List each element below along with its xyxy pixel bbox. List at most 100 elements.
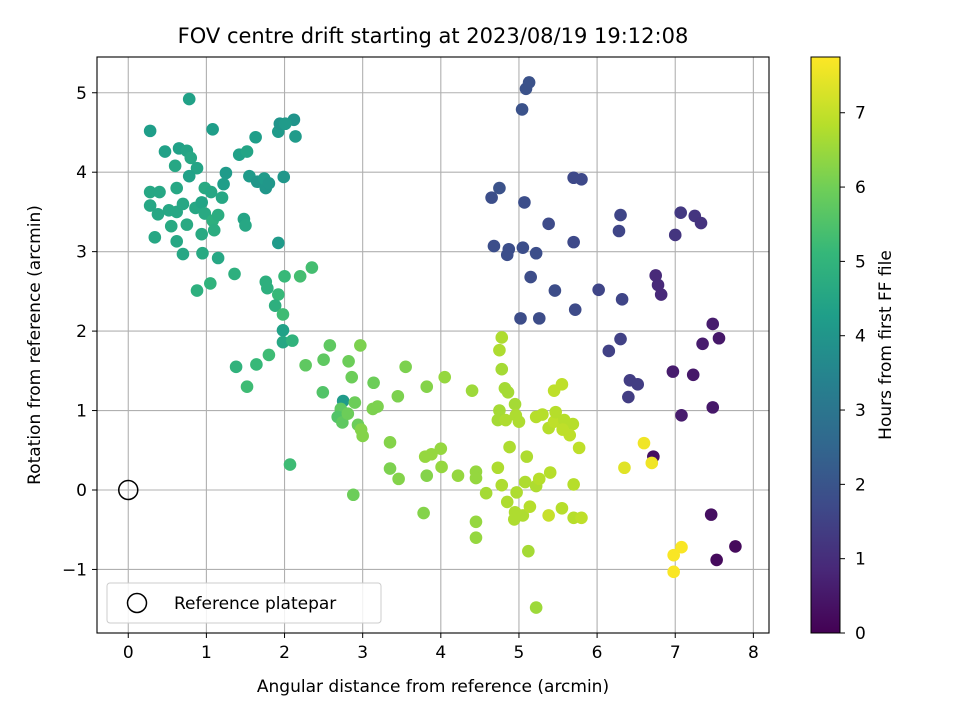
y-tick-label: 1 bbox=[76, 402, 87, 422]
data-point bbox=[529, 601, 543, 614]
data-point bbox=[514, 312, 527, 325]
data-point bbox=[485, 191, 498, 204]
data-point bbox=[317, 353, 330, 366]
data-point bbox=[206, 122, 219, 136]
data-point bbox=[706, 317, 720, 331]
x-axis-ticks: 0 1 2 3 4 5 6 7 8 bbox=[123, 633, 759, 663]
legend: Reference platepar bbox=[106, 582, 382, 624]
data-point bbox=[529, 246, 543, 260]
data-point bbox=[645, 456, 659, 470]
data-point bbox=[654, 288, 668, 301]
data-point bbox=[262, 348, 276, 362]
data-point bbox=[283, 458, 297, 471]
colorbar-tick-label: 0 bbox=[855, 624, 866, 644]
data-point bbox=[516, 509, 530, 522]
x-tick-label: 3 bbox=[357, 643, 368, 663]
x-tick-label: 5 bbox=[514, 643, 525, 663]
data-point bbox=[229, 360, 243, 374]
data-point bbox=[417, 506, 430, 520]
data-point bbox=[675, 540, 688, 554]
data-point bbox=[614, 332, 627, 346]
data-point bbox=[182, 169, 196, 183]
legend-box bbox=[106, 582, 382, 624]
data-point bbox=[536, 408, 549, 421]
chart-title: FOV centre drift starting at 2023/08/19 … bbox=[178, 24, 689, 48]
data-point bbox=[176, 197, 190, 211]
data-point bbox=[182, 92, 196, 106]
data-point bbox=[371, 400, 384, 413]
data-point bbox=[196, 246, 209, 260]
data-point bbox=[249, 130, 262, 144]
data-point bbox=[637, 436, 651, 450]
data-point bbox=[392, 472, 405, 486]
data-point bbox=[219, 166, 233, 180]
data-point bbox=[568, 303, 582, 316]
colorbar-label: Hours from first FF file bbox=[876, 250, 896, 440]
data-point bbox=[555, 378, 569, 391]
data-point bbox=[495, 331, 509, 344]
data-point bbox=[602, 344, 616, 358]
x-tick-label: 1 bbox=[201, 643, 212, 663]
data-point bbox=[542, 509, 555, 522]
x-axis-label: Angular distance from reference (arcmin) bbox=[257, 677, 609, 697]
data-point bbox=[694, 216, 708, 230]
data-point bbox=[299, 358, 312, 372]
plot-frame bbox=[96, 56, 770, 634]
data-point bbox=[618, 461, 631, 475]
data-point bbox=[706, 401, 720, 414]
data-point bbox=[563, 428, 577, 442]
data-point bbox=[383, 436, 397, 449]
data-point bbox=[518, 196, 531, 209]
data-point bbox=[158, 145, 172, 158]
y-tick-label: 4 bbox=[76, 163, 87, 183]
data-point bbox=[383, 462, 397, 475]
data-point bbox=[495, 478, 509, 492]
data-point bbox=[168, 159, 182, 173]
data-point bbox=[495, 362, 509, 376]
data-point bbox=[512, 415, 526, 428]
data-point bbox=[510, 486, 523, 499]
data-point bbox=[592, 283, 605, 297]
data-point bbox=[153, 185, 166, 199]
data-point bbox=[190, 161, 204, 175]
data-point bbox=[567, 235, 580, 249]
data-point bbox=[354, 339, 367, 352]
data-points bbox=[143, 76, 742, 614]
data-point bbox=[451, 469, 465, 482]
x-tick-label: 2 bbox=[279, 643, 290, 663]
data-point bbox=[567, 478, 580, 491]
data-point bbox=[204, 277, 217, 290]
data-point bbox=[217, 177, 230, 191]
reference-platepar-marker bbox=[118, 479, 139, 501]
data-point bbox=[271, 288, 285, 301]
data-point bbox=[465, 384, 479, 397]
y-axis-ticks: −1 0 1 2 3 4 5 bbox=[62, 84, 97, 580]
data-point bbox=[240, 380, 254, 394]
data-point bbox=[420, 380, 434, 394]
data-point bbox=[519, 82, 533, 96]
data-point bbox=[239, 219, 252, 232]
data-point bbox=[434, 442, 448, 455]
data-point bbox=[614, 208, 627, 222]
y-tick-label: 5 bbox=[76, 84, 87, 104]
data-point bbox=[710, 553, 723, 567]
data-point bbox=[190, 284, 204, 297]
data-point bbox=[148, 231, 162, 244]
x-tick-label: 7 bbox=[670, 643, 681, 663]
data-point bbox=[667, 565, 680, 579]
data-point bbox=[176, 247, 190, 261]
data-point bbox=[143, 124, 157, 138]
colorbar-ticks: 0 1 2 3 4 5 6 7 bbox=[840, 104, 866, 644]
data-point bbox=[195, 196, 209, 209]
data-point bbox=[696, 337, 709, 351]
data-point bbox=[240, 145, 254, 158]
data-point bbox=[499, 413, 512, 427]
data-point bbox=[491, 461, 505, 475]
data-point bbox=[493, 181, 506, 195]
data-point bbox=[712, 331, 726, 345]
y-tick-label: 3 bbox=[76, 243, 87, 263]
y-axis-label: Rotation from reference (arcmin) bbox=[25, 205, 45, 485]
data-point bbox=[184, 151, 198, 165]
data-point bbox=[420, 469, 434, 482]
data-point bbox=[341, 407, 355, 421]
